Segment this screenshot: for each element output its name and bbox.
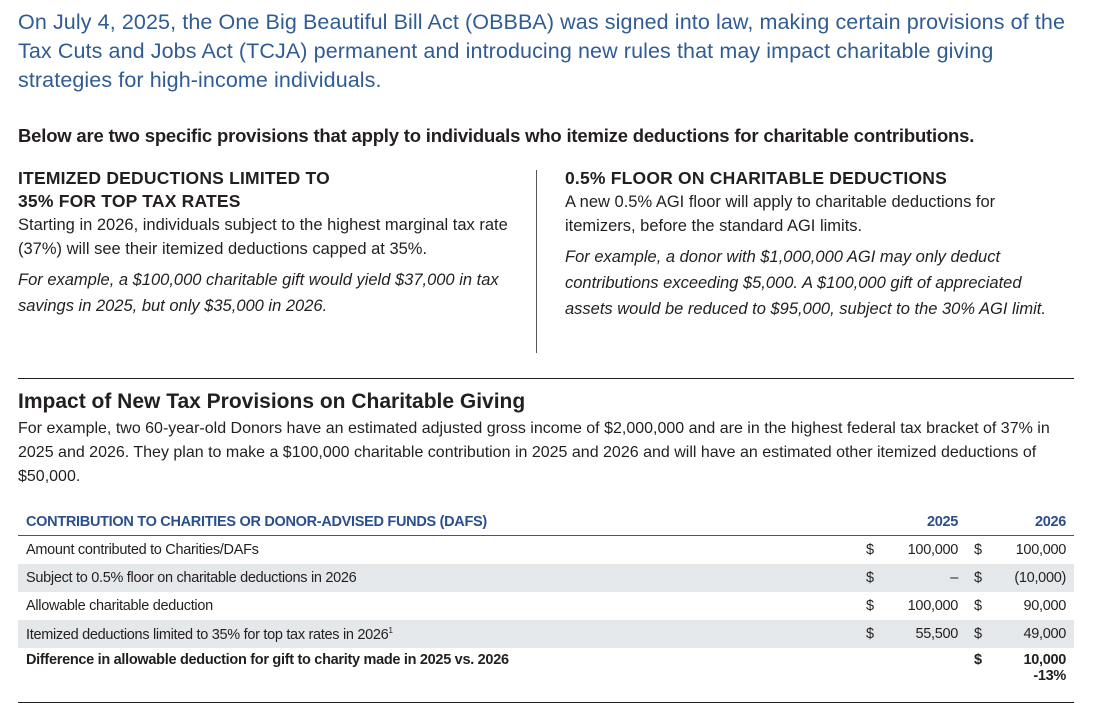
table-row: Allowable charitable deduction $100,000 … bbox=[26, 598, 1066, 614]
intro-paragraph: On July 4, 2025, the One Big Beautiful B… bbox=[18, 10, 1066, 92]
column-divider bbox=[536, 170, 537, 353]
table-header: CONTRIBUTION TO CHARITIES OR DONOR-ADVIS… bbox=[18, 508, 1074, 536]
footnote-marker: 1 bbox=[388, 625, 393, 635]
provision-body: A new 0.5% AGI floor will apply to chari… bbox=[565, 193, 996, 235]
provision-heading: ITEMIZED DEDUCTIONS LIMITED TO 35% FOR TO… bbox=[18, 168, 330, 211]
section-text: For example, two 60-year-old Donors have… bbox=[18, 420, 1050, 485]
table-row: Subject to 0.5% floor on charitable dedu… bbox=[18, 564, 1074, 592]
provision-example: For example, a donor with $1,000,000 AGI… bbox=[565, 248, 1046, 318]
header-2025: 2025 bbox=[858, 508, 966, 536]
section-rule bbox=[18, 378, 1074, 379]
header-label: CONTRIBUTION TO CHARITIES OR DONOR-ADVIS… bbox=[18, 508, 858, 536]
provision-floor: 0.5% FLOOR ON CHARITABLE DEDUCTIONS A ne… bbox=[565, 167, 1065, 322]
table-row: Amount contributed to Charities/DAFs $10… bbox=[26, 542, 1066, 558]
provision-body: Starting in 2026, individuals subject to… bbox=[18, 216, 508, 258]
total-percent: -13% bbox=[1033, 668, 1066, 684]
provision-heading: 0.5% FLOOR ON CHARITABLE DEDUCTIONS bbox=[565, 168, 947, 188]
table-row: Itemized deductions limited to 35% for t… bbox=[18, 620, 1074, 648]
section-title: Impact of New Tax Provisions on Charitab… bbox=[18, 390, 526, 413]
provision-example: For example, a $100,000 charitable gift … bbox=[18, 271, 499, 315]
contribution-table: CONTRIBUTION TO CHARITIES OR DONOR-ADVIS… bbox=[18, 508, 1074, 703]
table-total-row: Difference in allowable deduction for gi… bbox=[18, 648, 1074, 703]
provision-itemized-limit: ITEMIZED DEDUCTIONS LIMITED TO 35% FOR TO… bbox=[18, 167, 508, 319]
header-2026: 2026 bbox=[966, 508, 1074, 536]
lead-sentence: Below are two specific provisions that a… bbox=[18, 125, 975, 146]
